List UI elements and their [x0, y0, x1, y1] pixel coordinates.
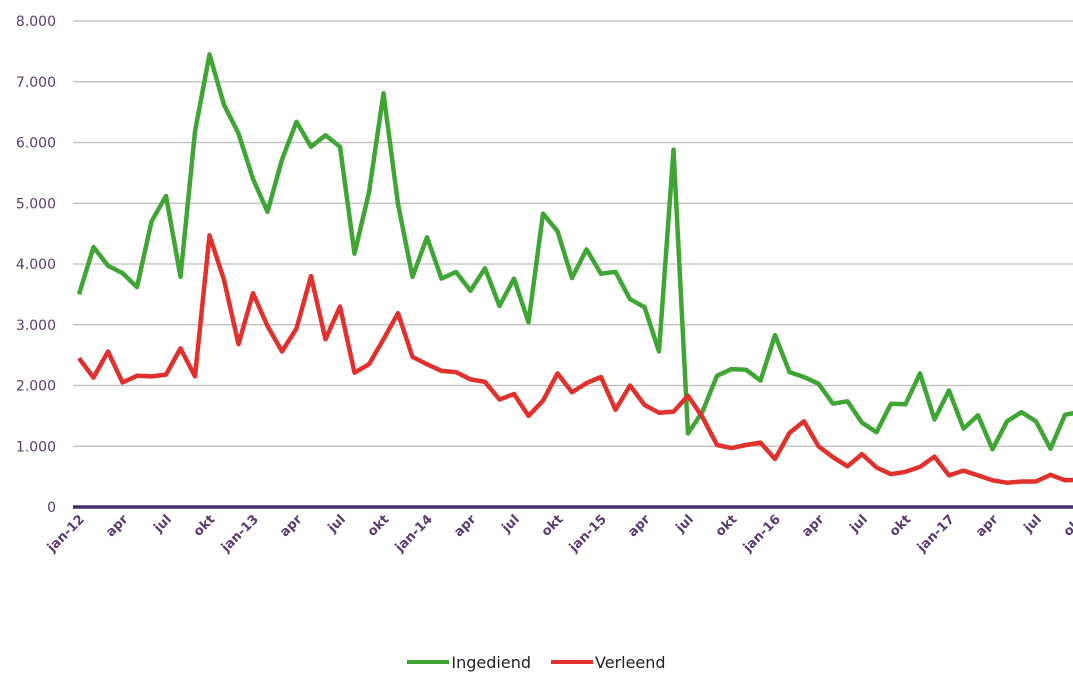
series-line-ingediend: [76, 52, 1073, 452]
y-axis-tick-labels: 0 1.000 2.000 3.000 4.000 5.000 6.000 7.000 8.00…: [16, 14, 56, 516]
y-tick-label: 0: [47, 500, 56, 516]
y-tick-label: 7.000: [16, 75, 56, 91]
x-tick-label: apr: [973, 512, 1001, 540]
x-tick-label: okt: [1061, 512, 1073, 539]
x-tick-label: apr: [451, 512, 479, 540]
x-tick-label: apr: [103, 512, 131, 540]
x-tick-label: jan-17: [914, 512, 958, 556]
legend-item-verleend: Verleend: [551, 653, 666, 672]
x-axis-tick-labels: jan-12 apr jul okt jan-13 apr jul okt jan-14 apr j…: [44, 512, 1073, 556]
y-tick-label: 1.000: [16, 439, 56, 455]
x-tick-label: okt: [539, 512, 566, 539]
y-tick-label: 4.000: [16, 257, 56, 273]
x-tick-label: jul: [847, 512, 871, 536]
x-tick-label: jul: [325, 512, 349, 536]
x-tick-label: jul: [1021, 512, 1045, 536]
x-tick-label: jan-16: [740, 512, 784, 556]
legend-label-ingediend: Ingediend: [451, 652, 532, 672]
x-tick-label: jul: [499, 512, 523, 536]
x-tick-label: jul: [673, 512, 697, 536]
legend: Ingediend Verleend: [0, 651, 1073, 673]
legend-label-verleend: Verleend: [595, 652, 666, 672]
y-tick-label: 5.000: [16, 196, 56, 212]
x-tick-label: okt: [887, 512, 914, 539]
legend-item-ingediend: Ingediend: [407, 653, 531, 672]
y-tick-label: 3.000: [16, 318, 56, 334]
y-tick-label: 6.000: [16, 136, 56, 152]
x-tick-label: jan-12: [44, 512, 88, 556]
x-tick-label: okt: [713, 512, 740, 539]
legend-swatch-ingediend: [407, 660, 450, 664]
y-tick-label: 8.000: [16, 14, 56, 30]
series-line-verleend: [77, 233, 1073, 485]
x-tick-label: jan-15: [566, 512, 610, 556]
x-tick-label: jul: [151, 512, 175, 536]
series-lines: [76, 52, 1073, 485]
legend-swatch-verleend: [551, 660, 594, 664]
x-tick-label: apr: [799, 512, 827, 540]
x-tick-label: apr: [277, 512, 305, 540]
x-tick-label: okt: [191, 512, 218, 539]
x-tick-label: apr: [625, 512, 653, 540]
y-tick-label: 2.000: [16, 379, 56, 395]
x-tick-label: okt: [365, 512, 392, 539]
x-tick-label: jan-13: [218, 512, 262, 556]
x-tick-label: jan-14: [392, 512, 436, 556]
